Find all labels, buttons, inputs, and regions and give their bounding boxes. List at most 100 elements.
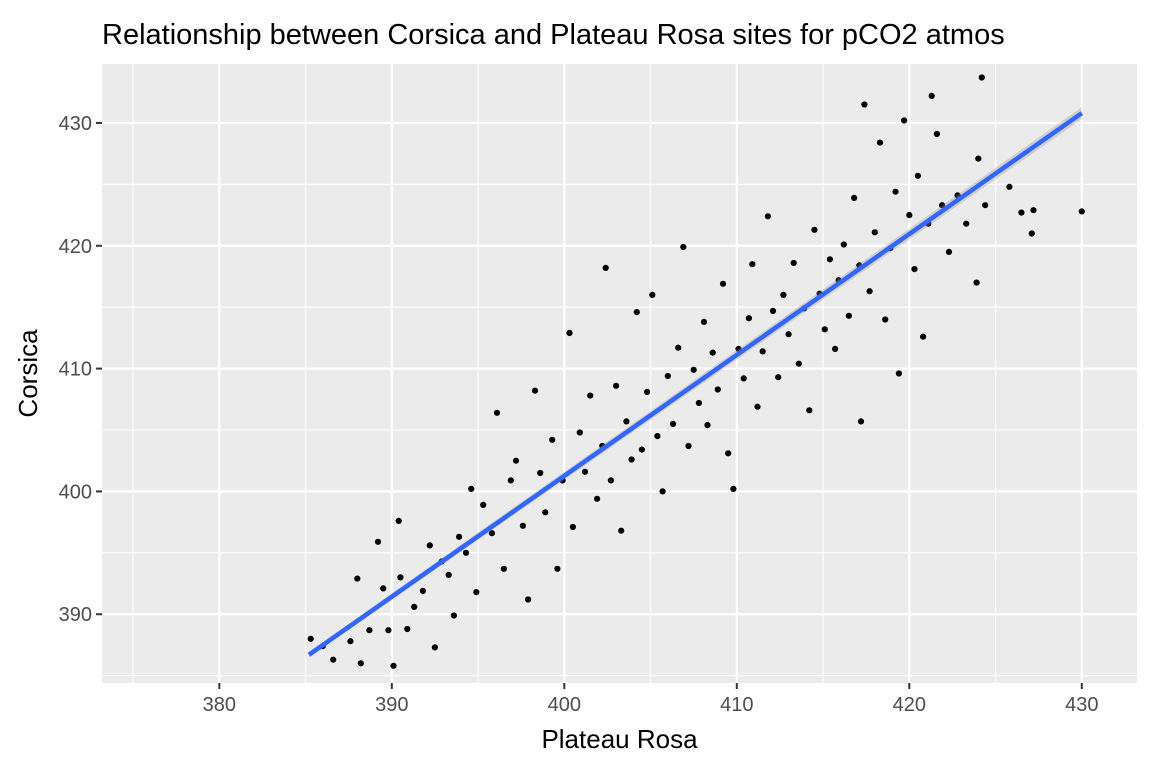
data-point (404, 625, 411, 633)
data-point (468, 485, 475, 492)
data-point (740, 375, 747, 382)
data-point (775, 374, 782, 381)
data-point (347, 638, 354, 645)
data-point (1018, 209, 1025, 216)
data-point (700, 318, 708, 325)
data-point (357, 660, 364, 667)
x-tick-label: 390 (375, 694, 408, 716)
data-point (939, 202, 946, 209)
data-point (1030, 207, 1037, 214)
data-point (811, 226, 818, 233)
chart-title: Relationship between Corsica and Plateau… (102, 19, 1005, 51)
data-point (419, 587, 426, 595)
data-point (480, 501, 487, 508)
data-point (749, 261, 756, 268)
x-tick-label: 420 (893, 694, 926, 716)
data-point (623, 418, 630, 425)
data-point (473, 589, 480, 596)
data-point (906, 212, 913, 219)
data-point (380, 585, 387, 592)
data-point (395, 517, 402, 525)
data-point (587, 392, 594, 399)
data-points (307, 74, 1085, 669)
data-point (456, 533, 463, 540)
data-point (790, 259, 797, 267)
data-point (845, 312, 853, 319)
y-tick-label: 410 (59, 359, 92, 381)
data-point (542, 509, 549, 516)
x-tick-label: 430 (1065, 694, 1098, 716)
data-point (963, 220, 970, 227)
data-point (594, 495, 601, 502)
data-point (519, 522, 527, 529)
data-point (895, 370, 903, 377)
data-point (911, 266, 918, 273)
data-point (826, 256, 834, 263)
data-point (426, 542, 433, 549)
data-point (549, 436, 556, 443)
data-point (795, 360, 803, 367)
data-point (445, 571, 452, 579)
data-point (680, 243, 687, 251)
data-point (973, 279, 980, 286)
data-point (628, 456, 635, 463)
data-point (901, 117, 908, 124)
grid-lines (102, 64, 1137, 683)
data-point (851, 194, 858, 201)
data-point (730, 485, 737, 492)
data-point (374, 538, 382, 545)
data-point (554, 565, 561, 572)
data-point (633, 309, 640, 316)
data-point (769, 307, 777, 314)
data-point (759, 348, 766, 355)
data-point (685, 442, 692, 450)
x-tick-label: 380 (203, 694, 236, 716)
data-point (500, 565, 507, 572)
data-point (719, 280, 727, 287)
data-point (507, 477, 514, 484)
data-point (709, 349, 716, 356)
data-point (764, 213, 772, 220)
data-point (982, 202, 989, 209)
data-point (840, 241, 847, 248)
data-point (493, 409, 501, 416)
data-point (1028, 230, 1035, 237)
data-point (462, 549, 470, 556)
data-point (675, 344, 682, 351)
data-point (978, 74, 985, 81)
data-point (569, 523, 577, 531)
data-point (354, 575, 361, 582)
data-point (654, 433, 661, 440)
data-point (669, 420, 677, 427)
data-point (975, 155, 982, 162)
data-point (537, 469, 544, 477)
data-point (821, 326, 828, 333)
data-point (861, 101, 868, 108)
data-point (644, 388, 651, 395)
data-point (714, 386, 721, 393)
data-point (366, 627, 373, 634)
data-point (581, 468, 589, 475)
data-point (1006, 183, 1013, 190)
x-axis-title: Plateau Rosa (541, 724, 698, 754)
axis-ticks: 380 390 400 410 420 430 390 400 410 420 430 (59, 113, 1099, 716)
data-point (618, 527, 625, 534)
data-point (531, 387, 539, 394)
data-point (914, 172, 922, 179)
data-point (876, 139, 884, 146)
data-point (431, 644, 438, 651)
plot-panel (102, 64, 1137, 683)
data-point (664, 372, 671, 380)
data-point (933, 130, 941, 138)
data-point (785, 331, 792, 338)
data-point (832, 345, 839, 352)
data-point (725, 450, 732, 457)
data-point (411, 603, 418, 611)
y-tick-label: 420 (59, 236, 92, 258)
data-point (488, 530, 495, 537)
data-point (638, 446, 646, 453)
data-point (330, 656, 337, 663)
data-point (806, 407, 813, 414)
data-point (397, 574, 404, 581)
